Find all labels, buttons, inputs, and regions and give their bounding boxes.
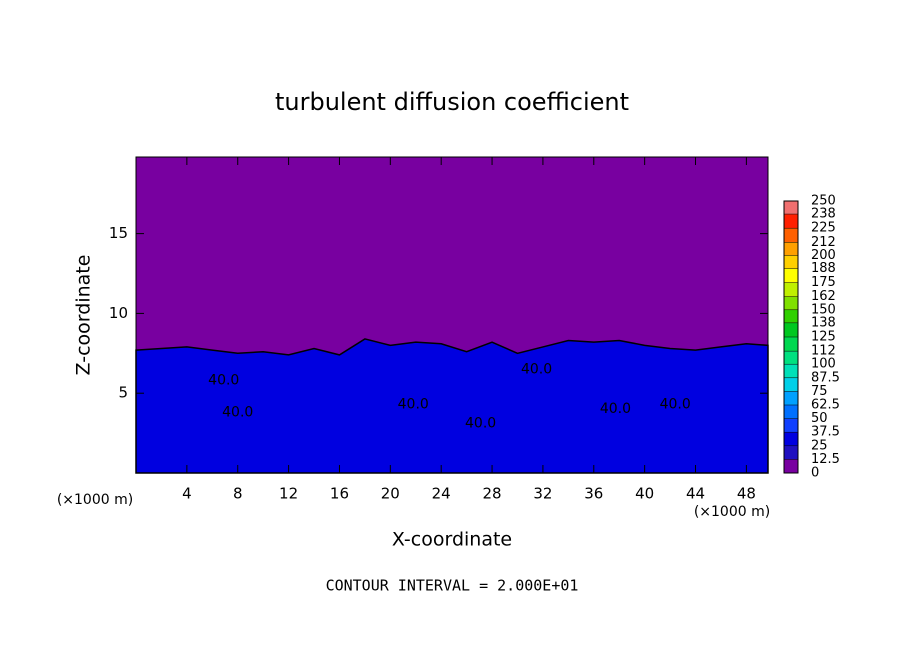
colorbar-label: 188 [811,261,836,276]
colorbar-label: 250 [811,194,836,209]
colorbar-band [784,228,798,243]
colorbar-band [784,309,798,323]
colorbar-label: 37.5 [811,425,840,440]
x-tick-label: 44 [686,485,705,503]
x-tick-label: 48 [737,485,756,503]
colorbar-label: 125 [811,330,836,345]
colorbar-label: 175 [811,275,836,290]
x-tick-label: 32 [533,485,552,503]
x-tick-label: 28 [483,485,502,503]
colorbar-band [784,242,798,256]
contour-label: 40.0 [465,416,496,432]
colorbar-band [784,214,798,229]
contour-label: 40.0 [208,372,239,388]
colorbar-label: 75 [811,384,828,399]
x-tick-label: 24 [432,485,451,503]
contour-label: 40.0 [398,396,429,412]
colorbar-band [784,282,798,297]
colorbar-label: 112 [811,344,836,359]
colorbar-band [784,296,798,310]
colorbar-label: 212 [811,235,836,250]
colorbar-band [784,322,798,337]
y-axis-label: Z-coordinate [73,255,95,376]
y-tick-label: 15 [109,224,128,242]
turbulent-layer [135,338,769,474]
x-tick-label: 16 [330,485,349,503]
colorbar-band [784,459,798,473]
colorbar-label: 225 [811,221,836,236]
colorbar-label: 0 [811,466,819,481]
colorbar-band [784,377,798,392]
y-tick-label: 5 [118,384,128,402]
colorbar-band [784,432,798,446]
x-tick-label: 20 [381,485,400,503]
contour-label: 40.0 [600,401,631,417]
footer-note: CONTOUR INTERVAL = 2.000E+01 [326,577,579,595]
colorbar-band [784,351,798,365]
colorbar-label: 150 [811,302,836,317]
contour-label: 40.0 [222,404,253,420]
colorbar-band [784,391,798,405]
x-tick-label: 12 [279,485,298,503]
colorbar-label: 62.5 [811,398,840,413]
colorbar-band [784,445,798,460]
colorbar-band [784,337,798,352]
colorbar-label: 87.5 [811,370,840,385]
contour-label: 40.0 [660,396,691,412]
x-tick-label: 40 [635,485,654,503]
colorbar-band [784,405,798,419]
x-tick-label: 8 [233,485,243,503]
colorbar-label: 138 [811,315,836,330]
colorbar-label: 200 [811,248,836,263]
colorbar-band [784,268,798,283]
x-tick-label: 4 [182,485,192,503]
x-tick-label: 36 [584,485,603,503]
colorbar-label: 25 [811,438,828,453]
plot-frame [135,156,769,474]
colorbar-band [784,364,798,378]
colorbar-label: 12.5 [811,452,840,467]
x-unit-label: (×1000 m) [57,492,133,508]
colorbar-band [784,418,798,433]
x-unit-label: (×1000 m) [694,504,770,520]
x-axis-label: X-coordinate [392,529,512,551]
contour-label: 40.0 [521,361,552,377]
chart-title: turbulent diffusion coefficient [275,88,629,116]
y-tick-label: 10 [109,304,128,322]
colorbar-label: 100 [811,357,836,372]
colorbar-band [784,201,798,215]
colorbar-label: 162 [811,289,836,304]
colorbar-band [784,255,798,269]
colorbar-label: 238 [811,207,836,222]
colorbar-label: 50 [811,411,828,426]
